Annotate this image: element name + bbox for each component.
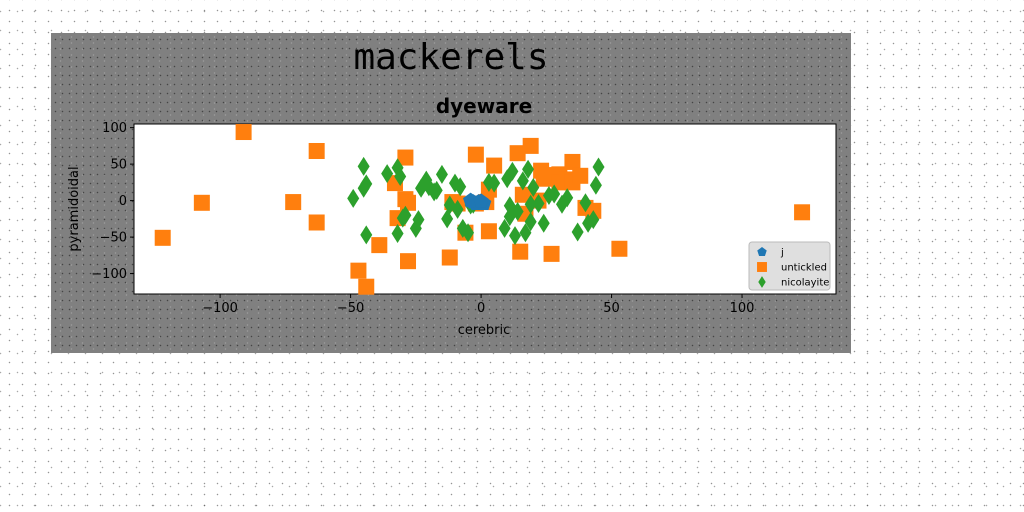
- point-untickled: [467, 146, 484, 163]
- point-nicolayite: [391, 223, 404, 243]
- point-untickled: [308, 142, 325, 159]
- point-untickled: [512, 243, 529, 260]
- point-untickled: [564, 153, 581, 170]
- point-untickled: [350, 262, 367, 279]
- point-nicolayite: [532, 194, 545, 214]
- legend: j untickled nicolayite: [748, 241, 831, 291]
- point-nicolayite: [561, 188, 574, 208]
- point-nicolayite: [462, 223, 475, 243]
- legend-box: [748, 241, 831, 291]
- point-nicolayite: [441, 209, 454, 229]
- point-untickled: [308, 214, 325, 231]
- legend-marker-untickled: [757, 262, 767, 272]
- x-tick-label: 100: [730, 301, 755, 316]
- y-axis: −100 −50 0 50 100: [91, 121, 134, 282]
- point-nicolayite: [519, 223, 532, 243]
- point-nicolayite: [589, 175, 602, 195]
- point-nicolayite: [360, 174, 373, 194]
- point-nicolayite: [360, 225, 373, 245]
- point-nicolayite: [516, 171, 529, 191]
- legend-label-untickled: untickled: [781, 263, 827, 274]
- point-nicolayite: [357, 156, 370, 176]
- point-nicolayite: [412, 210, 425, 230]
- point-j: [463, 192, 479, 208]
- point-nicolayite: [537, 213, 550, 233]
- point-untickled: [543, 245, 560, 262]
- point-untickled: [358, 278, 375, 295]
- y-tick-label: 100: [102, 121, 127, 136]
- x-axis: −100 −50 0 50 100: [202, 294, 754, 316]
- point-nicolayite: [587, 210, 600, 230]
- x-axis-label: cerebric: [458, 323, 511, 338]
- point-untickled: [509, 145, 526, 162]
- scatter-chart: mackerels dyeware −100 −50 0 50 100 −100 −50 0…: [67, 37, 837, 338]
- point-nicolayite: [527, 177, 540, 197]
- x-tick-label: −100: [202, 301, 238, 316]
- point-untickled: [400, 253, 417, 270]
- point-nicolayite: [435, 164, 448, 184]
- point-nicolayite: [381, 164, 394, 184]
- point-untickled: [371, 237, 388, 254]
- y-tick-label: −50: [100, 231, 127, 246]
- point-untickled: [522, 137, 539, 154]
- point-nicolayite: [524, 194, 537, 214]
- point-nicolayite: [399, 205, 412, 225]
- point-nicolayite: [394, 167, 407, 187]
- figure-panel: mackerels dyeware −100 −50 0 50 100 −100 −50 0…: [51, 33, 851, 353]
- point-untickled: [486, 157, 503, 174]
- point-nicolayite: [454, 177, 467, 197]
- point-nicolayite: [511, 202, 524, 222]
- figure-suptitle: mackerels: [353, 37, 548, 78]
- point-nicolayite: [451, 199, 464, 219]
- legend-marker-j: [757, 247, 767, 257]
- y-tick-label: 50: [110, 158, 127, 173]
- data-points: [154, 124, 811, 295]
- point-nicolayite: [524, 212, 537, 232]
- x-tick-label: 50: [603, 301, 620, 316]
- point-untickled: [480, 223, 497, 240]
- y-tick-label: −100: [91, 267, 127, 282]
- point-nicolayite: [506, 161, 519, 181]
- x-tick-label: 0: [477, 301, 485, 316]
- point-untickled: [514, 186, 531, 203]
- point-untickled: [154, 229, 171, 246]
- point-untickled: [572, 167, 589, 184]
- point-untickled: [285, 194, 302, 211]
- point-untickled: [193, 194, 210, 211]
- y-axis-label: pyramidoidal: [67, 166, 82, 251]
- point-nicolayite: [592, 157, 605, 177]
- point-nicolayite: [522, 159, 535, 179]
- point-j: [473, 193, 489, 208]
- legend-label-nicolayite: nicolayite: [781, 278, 829, 289]
- point-nicolayite: [488, 173, 501, 193]
- point-nicolayite: [571, 222, 584, 242]
- legend-items: j untickled nicolayite: [757, 247, 829, 289]
- point-untickled: [397, 149, 414, 166]
- point-untickled: [794, 204, 811, 221]
- x-tick-label: −50: [337, 301, 364, 316]
- point-nicolayite: [579, 193, 592, 213]
- point-nicolayite: [498, 218, 511, 238]
- point-nicolayite: [430, 180, 443, 200]
- point-untickled: [611, 240, 628, 257]
- point-nicolayite: [347, 188, 360, 208]
- legend-label-j: j: [780, 248, 784, 259]
- point-untickled: [235, 124, 252, 141]
- legend-marker-nicolayite: [758, 276, 766, 288]
- y-tick-label: 0: [119, 194, 127, 209]
- point-untickled: [400, 194, 417, 211]
- chart-title: dyeware: [436, 94, 532, 118]
- point-untickled: [441, 249, 458, 266]
- point-nicolayite: [548, 184, 561, 204]
